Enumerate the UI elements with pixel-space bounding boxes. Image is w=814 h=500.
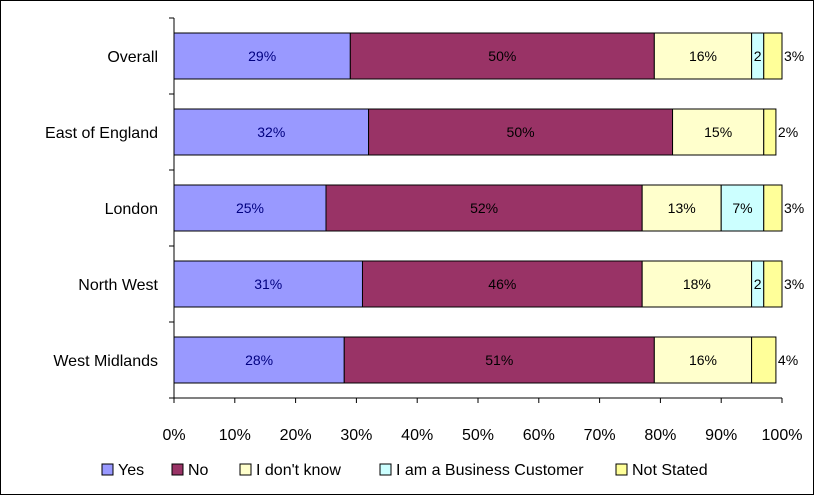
data-label: 16% <box>689 48 717 64</box>
data-label: 32% <box>257 124 285 140</box>
x-tick-label: 50% <box>462 427 494 444</box>
data-label: 13% <box>668 200 696 216</box>
data-label: 7% <box>732 200 752 216</box>
x-tick-label: 10% <box>219 427 251 444</box>
bar-segment <box>763 260 783 308</box>
y-tick-label: London <box>105 201 158 218</box>
legend-label: I don't know <box>256 462 341 479</box>
data-label: 18% <box>683 276 711 292</box>
legend-swatch <box>615 463 628 476</box>
bar-segment <box>641 260 753 308</box>
data-label: 52% <box>470 200 498 216</box>
data-label: 51% <box>485 352 513 368</box>
data-label: 3% <box>784 200 804 216</box>
bar-segment <box>672 108 765 156</box>
data-label: 16% <box>689 352 717 368</box>
legend-swatch <box>101 463 114 476</box>
data-label: 46% <box>488 276 516 292</box>
bar-segment <box>763 108 777 156</box>
x-tick-label: 30% <box>340 427 372 444</box>
data-label: 3% <box>784 276 804 292</box>
x-tick-label: 60% <box>523 427 555 444</box>
bar-segment <box>173 108 370 156</box>
x-tick-label: 100% <box>762 427 803 444</box>
data-label: 25% <box>236 200 264 216</box>
legend-label: Not Stated <box>632 462 708 479</box>
legend-label: Yes <box>118 462 144 479</box>
x-tick-label: 70% <box>584 427 616 444</box>
bar-segment <box>763 184 783 232</box>
legend-label: I am a Business Customer <box>396 462 584 479</box>
y-tick-label: Overall <box>107 49 158 66</box>
bar-segment <box>173 260 363 308</box>
bar-segment <box>173 32 351 80</box>
legend-label: No <box>188 462 209 479</box>
bar-segment <box>325 184 643 232</box>
data-label: 2 <box>754 276 762 292</box>
data-label: 50% <box>488 48 516 64</box>
bar-segment <box>361 260 643 308</box>
data-label: 50% <box>507 124 535 140</box>
y-tick-label: North West <box>78 277 158 294</box>
bar-segment <box>720 184 765 232</box>
data-label: 31% <box>254 276 282 292</box>
bar-segment <box>349 32 655 80</box>
legend-swatch <box>239 463 252 476</box>
x-tick-label: 80% <box>644 427 676 444</box>
bar-segment <box>641 184 722 232</box>
legend-swatch <box>379 463 392 476</box>
x-tick-label: 20% <box>280 427 312 444</box>
data-label: 28% <box>245 352 273 368</box>
data-label: 2 <box>754 48 762 64</box>
bar-segment <box>653 336 753 384</box>
data-label: 15% <box>704 124 732 140</box>
legend-swatch <box>171 463 184 476</box>
x-tick-label: 0% <box>162 427 185 444</box>
y-tick-label: West Midlands <box>53 353 158 370</box>
x-tick-label: 90% <box>705 427 737 444</box>
data-label: 29% <box>248 48 276 64</box>
bar-segment <box>368 108 674 156</box>
y-tick-label: East of England <box>45 125 158 142</box>
x-tick-label: 40% <box>401 427 433 444</box>
bar-segment <box>653 32 753 80</box>
bar-segment <box>763 32 783 80</box>
data-label: 3% <box>784 48 804 64</box>
data-label: 4% <box>778 352 798 368</box>
data-label: 2% <box>778 124 798 140</box>
bar-segment <box>751 336 777 384</box>
